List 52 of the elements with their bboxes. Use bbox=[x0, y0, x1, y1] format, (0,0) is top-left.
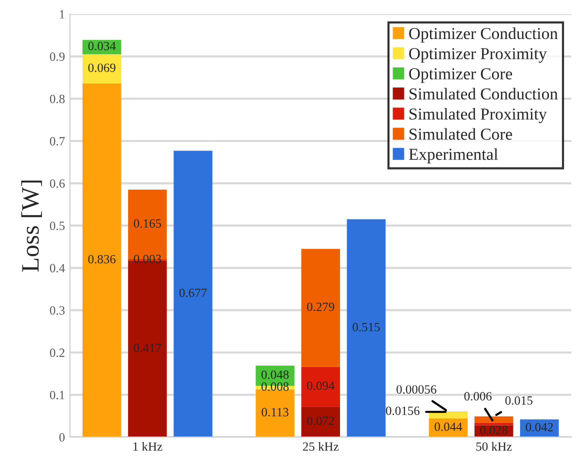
bar bbox=[256, 389, 294, 438]
data-label: 0.003 bbox=[134, 254, 162, 264]
x-tick-label: 1 kHz bbox=[133, 442, 162, 451]
data-label: 0.006 bbox=[464, 392, 492, 401]
bar bbox=[82, 83, 122, 438]
data-label: 0.0156 bbox=[386, 406, 420, 416]
y-tick-label: 0.5 bbox=[50, 222, 65, 230]
y-tick-label: 0 bbox=[59, 433, 65, 442]
y-tick-label: 0.2 bbox=[50, 348, 64, 358]
data-label: 0.165 bbox=[134, 219, 162, 228]
data-label: 0.044 bbox=[434, 422, 462, 431]
data-label: 0.677 bbox=[179, 288, 207, 298]
y-tick-label: 0.1 bbox=[50, 390, 64, 400]
data-label: 0.072 bbox=[307, 416, 334, 426]
data-label: 0.028 bbox=[480, 426, 508, 434]
data-label: 0.042 bbox=[526, 422, 553, 432]
y-tick-label: 0.9 bbox=[50, 52, 65, 61]
data-label: 0.015 bbox=[505, 396, 532, 405]
bar bbox=[301, 248, 340, 367]
y-tick-label: 0.8 bbox=[50, 94, 65, 104]
bar bbox=[174, 150, 212, 438]
legend-label: Simulated Proximity bbox=[410, 108, 547, 124]
data-label: 0.00056 bbox=[396, 385, 436, 394]
data-label: 0.515 bbox=[352, 322, 380, 332]
y-tick-label: 0.7 bbox=[50, 137, 65, 146]
data-label: 0.048 bbox=[261, 370, 289, 379]
data-label: 0.417 bbox=[134, 344, 162, 352]
data-label: 0.113 bbox=[262, 408, 288, 416]
x-tick-label: 25 kHz bbox=[302, 442, 339, 451]
data-label: 0.279 bbox=[307, 302, 334, 312]
legend-label: Simulated Core bbox=[410, 128, 512, 140]
bar bbox=[428, 412, 468, 418]
legend-label: Optimizer Proximity bbox=[409, 48, 547, 63]
bar bbox=[301, 366, 340, 407]
data-label: 0.836 bbox=[88, 254, 116, 264]
y-axis-title: Loss [W] bbox=[21, 180, 42, 272]
bar bbox=[346, 219, 386, 438]
legend-label: Simulated Conduction bbox=[410, 88, 558, 100]
bar bbox=[474, 422, 514, 426]
data-label: 0.069 bbox=[88, 64, 116, 72]
y-tick-label: 0.6 bbox=[50, 179, 65, 188]
data-label: 0.094 bbox=[307, 381, 335, 390]
y-tick-label: 0.4 bbox=[50, 264, 65, 272]
y-tick-label: 1 bbox=[60, 10, 64, 18]
data-label: 0.034 bbox=[88, 42, 116, 50]
legend-label: Optimizer Conduction bbox=[409, 27, 558, 43]
bar bbox=[301, 406, 340, 438]
legend-label: Experimental bbox=[408, 148, 498, 164]
y-tick-label: 0.3 bbox=[50, 306, 65, 315]
x-tick-label: 50 kHz bbox=[476, 442, 512, 451]
legend-label: Optimizer Core bbox=[409, 68, 512, 83]
bar bbox=[82, 54, 122, 84]
